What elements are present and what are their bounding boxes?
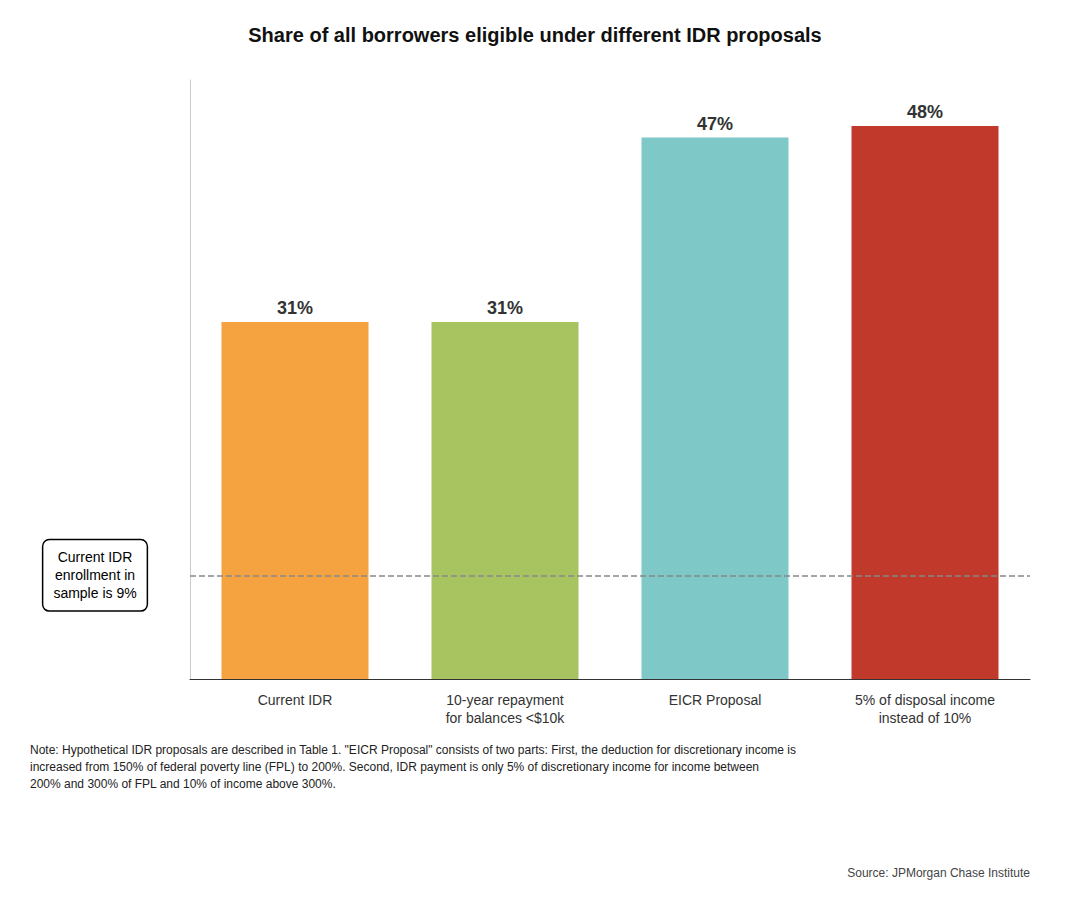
svg-text:48%: 48%: [907, 102, 943, 122]
svg-text:5% of disposal income: 5% of disposal income: [855, 692, 995, 708]
svg-text:10-year repayment: 10-year repayment: [446, 692, 564, 708]
svg-text:enrollment in: enrollment in: [55, 567, 135, 583]
svg-text:sample is 9%: sample is 9%: [53, 585, 136, 601]
svg-text:Share of all borrowers eligibl: Share of all borrowers eligible under di…: [248, 24, 821, 46]
svg-text:31%: 31%: [487, 298, 523, 318]
svg-text:for balances <$10k: for balances <$10k: [446, 710, 566, 726]
svg-text:increased from 150% of federal: increased from 150% of federal poverty l…: [30, 760, 759, 774]
svg-text:Source: JPMorgan Chase Institu: Source: JPMorgan Chase Institute: [847, 866, 1030, 880]
svg-text:200% and 300% of FPL and 10% o: 200% and 300% of FPL and 10% of income a…: [30, 777, 336, 791]
svg-text:EICR Proposal: EICR Proposal: [669, 692, 762, 708]
svg-text:Current IDR: Current IDR: [58, 549, 133, 565]
svg-text:Note: Hypothetical IDR proposa: Note: Hypothetical IDR proposals are des…: [30, 743, 796, 757]
svg-text:47%: 47%: [697, 114, 733, 134]
svg-text:Current IDR: Current IDR: [258, 692, 333, 708]
svg-text:instead of 10%: instead of 10%: [879, 710, 972, 726]
svg-text:31%: 31%: [277, 298, 313, 318]
